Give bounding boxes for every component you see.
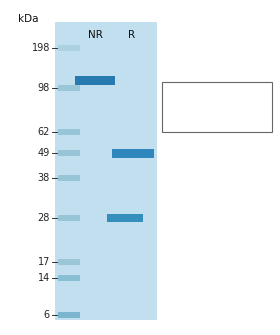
- Bar: [58, 215, 80, 221]
- Text: R: R: [129, 30, 136, 40]
- Bar: [75, 75, 115, 84]
- Bar: [162, 82, 272, 132]
- Bar: [107, 214, 143, 222]
- Text: NR: NR: [88, 30, 102, 40]
- Bar: [58, 312, 80, 318]
- Text: R = Reduced: R = Reduced: [167, 116, 223, 125]
- Bar: [58, 175, 80, 181]
- Text: kDa: kDa: [18, 14, 38, 24]
- Text: 28: 28: [38, 213, 50, 223]
- Text: 38: 38: [38, 173, 50, 183]
- Text: 6: 6: [44, 310, 50, 320]
- Text: 198: 198: [32, 43, 50, 53]
- Bar: [58, 85, 80, 91]
- Text: 14: 14: [38, 273, 50, 283]
- Text: 62: 62: [38, 127, 50, 137]
- Bar: [112, 148, 154, 157]
- Bar: [55, 22, 157, 320]
- Bar: [58, 129, 80, 135]
- Bar: [58, 259, 80, 265]
- Bar: [58, 275, 80, 281]
- Text: NR = Non-reduced: NR = Non-reduced: [167, 101, 248, 110]
- Text: 17: 17: [38, 257, 50, 267]
- Text: 49: 49: [38, 148, 50, 158]
- Text: 98: 98: [38, 83, 50, 93]
- Text: 2.5 μg loading: 2.5 μg loading: [167, 86, 229, 95]
- Bar: [58, 150, 80, 156]
- Bar: [58, 45, 80, 51]
